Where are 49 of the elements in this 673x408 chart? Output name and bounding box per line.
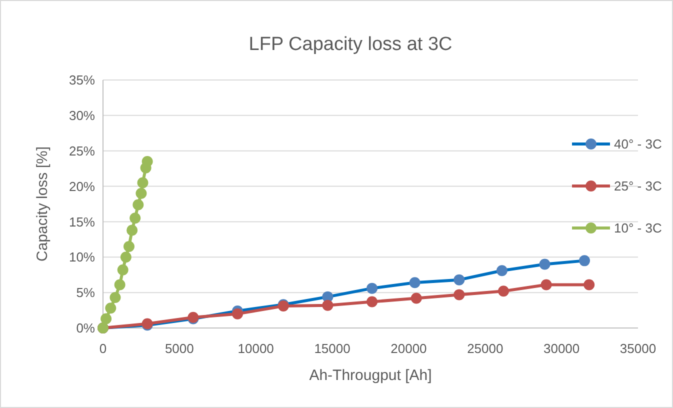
point <box>100 313 112 324</box>
point <box>454 274 465 286</box>
point <box>120 252 132 263</box>
point <box>126 224 138 236</box>
point <box>366 296 378 308</box>
point <box>123 241 134 252</box>
x-tick-label: 15000 <box>314 341 350 356</box>
point <box>579 255 590 266</box>
point <box>410 292 422 304</box>
y-tick-label: 35% <box>68 72 96 88</box>
point <box>142 156 153 167</box>
point <box>322 300 334 311</box>
point <box>454 289 465 300</box>
x-tick-label: 35000 <box>620 341 656 356</box>
y-axis-title: Capacity loss [%] <box>34 146 51 262</box>
point <box>496 265 508 276</box>
x-tick-label: 20000 <box>390 341 427 356</box>
point <box>114 279 126 290</box>
y-tick-label: 25% <box>68 143 96 158</box>
point <box>110 292 121 304</box>
y-tick-label: 15% <box>68 214 96 230</box>
point <box>130 212 141 224</box>
legend-label: 10° - 3C <box>614 220 662 236</box>
y-tick-label: 5% <box>76 285 96 300</box>
point <box>132 199 144 210</box>
point <box>117 264 128 276</box>
x-tick-label: 0 <box>99 341 107 356</box>
x-axis-title: Ah-Througput [Ah] <box>309 367 432 384</box>
y-tick-label: 30% <box>68 108 96 123</box>
x-tick-label: 5000 <box>164 341 194 356</box>
point <box>232 308 244 320</box>
point <box>498 286 509 297</box>
point <box>584 279 595 290</box>
point <box>409 277 420 288</box>
x-tick-label: 30000 <box>543 341 580 356</box>
point <box>105 302 116 314</box>
y-tick-label: 0% <box>76 320 96 336</box>
x-tick-label: 10000 <box>238 341 274 356</box>
chart-title: LFP Capacity loss at 3C <box>248 34 452 55</box>
legend-label: 40° - 3C <box>614 136 662 152</box>
legend-label: 25° - 3C <box>614 178 662 194</box>
y-tick-label: 20% <box>68 178 96 194</box>
y-tick-label: 10% <box>68 250 96 265</box>
point <box>136 188 147 199</box>
point <box>366 282 378 294</box>
point <box>540 279 552 290</box>
point <box>539 258 550 270</box>
point <box>137 177 148 188</box>
x-tick-label: 25000 <box>467 341 504 356</box>
